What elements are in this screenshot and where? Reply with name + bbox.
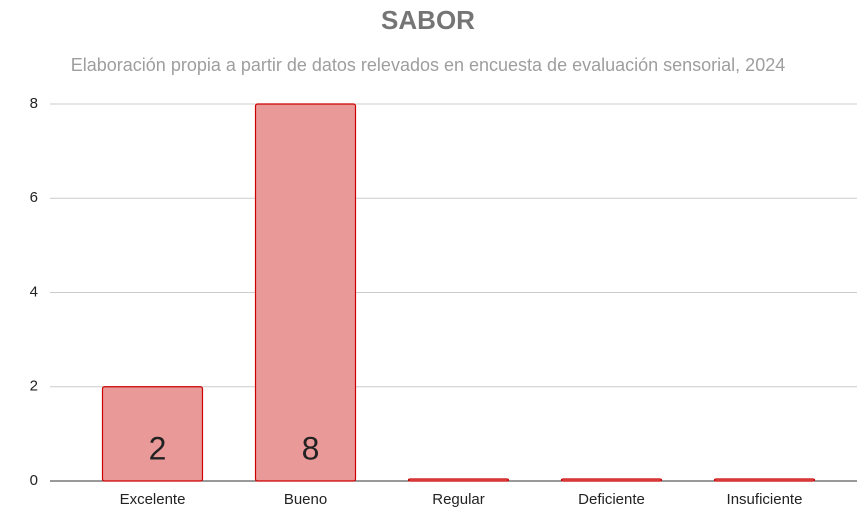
bar xyxy=(407,478,510,482)
bar xyxy=(713,478,816,482)
x-tick-label: Bueno xyxy=(284,491,327,508)
chart-title: SABOR xyxy=(381,5,475,35)
y-tick-label: 2 xyxy=(30,378,38,395)
y-tick-label: 8 xyxy=(30,95,38,112)
bar xyxy=(560,478,663,482)
y-tick-label: 4 xyxy=(30,283,38,300)
data-label: 2 xyxy=(149,430,167,466)
data-label: 8 xyxy=(302,430,320,466)
bar xyxy=(254,103,357,482)
x-tick-label: Insuficiente xyxy=(727,491,803,508)
bar xyxy=(101,386,204,482)
x-tick-label: Excelente xyxy=(120,491,186,508)
x-tick-label: Regular xyxy=(432,491,485,508)
y-tick-label: 0 xyxy=(30,472,38,489)
x-tick-label: Deficiente xyxy=(578,491,645,508)
y-tick-label: 6 xyxy=(30,189,38,206)
chart-subtitle: Elaboración propia a partir de datos rel… xyxy=(71,55,785,75)
